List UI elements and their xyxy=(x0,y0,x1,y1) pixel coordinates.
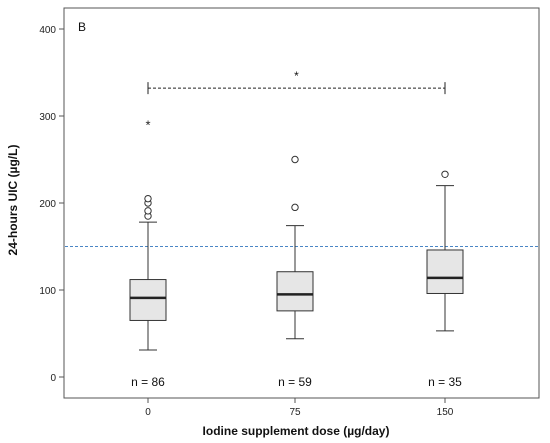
outlier-point xyxy=(291,203,299,212)
x-tick-label: 0 xyxy=(145,407,151,418)
y-tick-label: 0 xyxy=(50,373,56,384)
x-axis-title: Iodine supplement dose (µg/day) xyxy=(203,424,390,438)
y-tick-label: 200 xyxy=(39,199,56,210)
plot-frame xyxy=(63,7,540,399)
n-label: n = 86 xyxy=(131,375,165,389)
y-axis-title: 24-hours UIC (µg/L) xyxy=(6,145,20,256)
box-group: n = 35 xyxy=(426,170,464,389)
box-iqr xyxy=(129,279,167,321)
outlier-point xyxy=(144,207,152,215)
n-label: n = 35 xyxy=(428,375,462,389)
x-tick-label: 150 xyxy=(437,407,454,418)
box-iqr xyxy=(426,249,464,294)
n-label: n = 59 xyxy=(278,375,312,389)
y-tick-label: 100 xyxy=(39,286,56,297)
box-iqr xyxy=(276,271,314,312)
outlier-point xyxy=(441,170,449,178)
x-tick-label: 75 xyxy=(289,407,301,418)
box-group: * n = 86 xyxy=(129,118,167,389)
panel-label: B xyxy=(78,20,86,34)
extreme-point: * xyxy=(145,118,150,133)
outlier-point xyxy=(144,194,152,203)
y-tick-label: 400 xyxy=(39,25,56,36)
chart-marks: * n = 86 n = 59 n = 35 * xyxy=(65,69,538,389)
box-group: n = 59 xyxy=(276,155,314,389)
significance-label: * xyxy=(294,69,299,83)
y-tick-label: 300 xyxy=(39,112,56,123)
outlier-point xyxy=(291,155,299,164)
